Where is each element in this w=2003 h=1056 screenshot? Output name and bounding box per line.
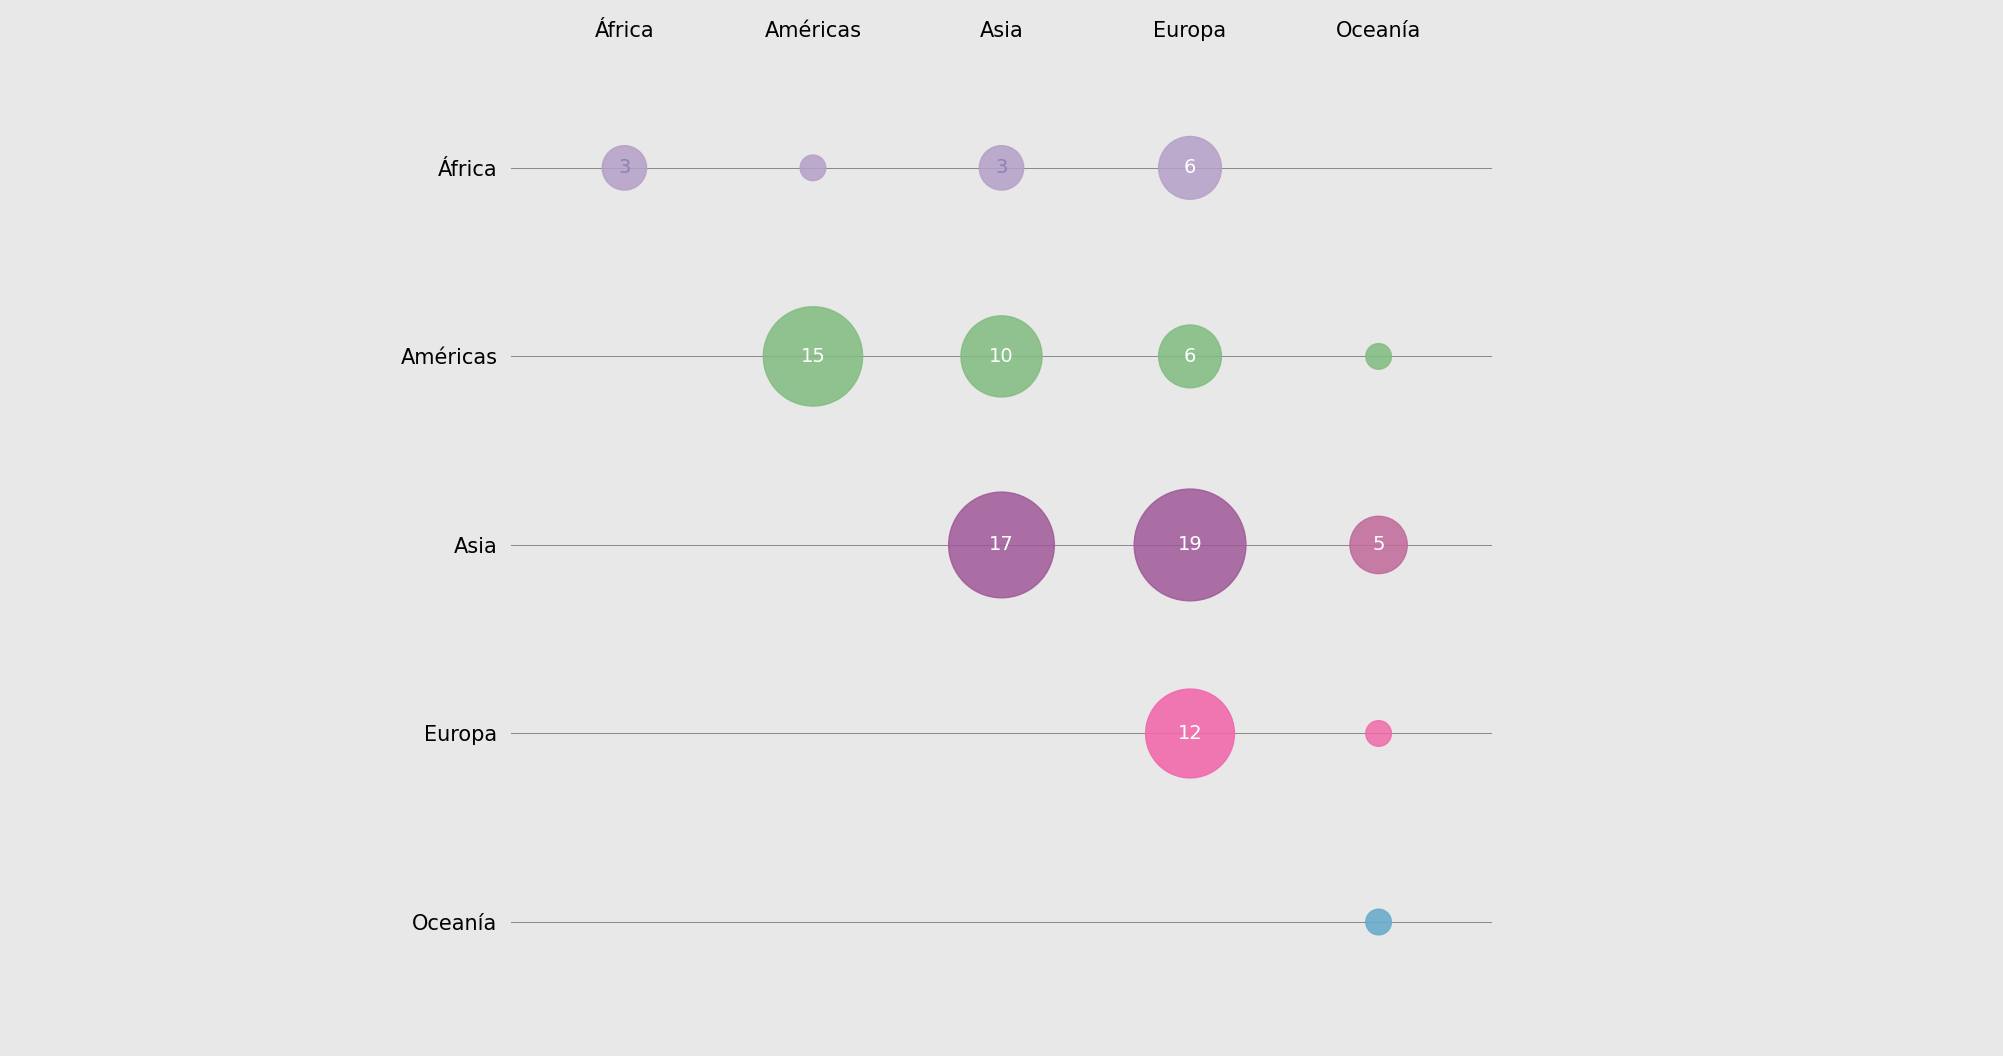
Circle shape [603, 146, 647, 190]
Circle shape [1350, 516, 1408, 573]
Text: 15: 15 [801, 347, 825, 365]
Circle shape [799, 155, 825, 181]
Text: 19: 19 [1178, 535, 1202, 554]
Circle shape [1146, 690, 1234, 778]
Text: 3: 3 [619, 158, 631, 177]
Text: 3: 3 [995, 158, 1008, 177]
Text: 17: 17 [989, 535, 1014, 554]
Text: 6: 6 [1184, 347, 1196, 365]
Text: 6: 6 [1184, 158, 1196, 177]
Circle shape [1366, 909, 1392, 935]
Text: 12: 12 [1178, 724, 1202, 743]
Circle shape [1158, 325, 1222, 388]
Circle shape [979, 146, 1024, 190]
Circle shape [1366, 343, 1392, 370]
Circle shape [1158, 136, 1222, 200]
Circle shape [949, 492, 1054, 598]
Circle shape [961, 316, 1042, 397]
Circle shape [1366, 720, 1392, 747]
Circle shape [1134, 489, 1246, 601]
Text: 5: 5 [1372, 535, 1384, 554]
Circle shape [763, 306, 863, 407]
Text: 10: 10 [989, 347, 1014, 365]
